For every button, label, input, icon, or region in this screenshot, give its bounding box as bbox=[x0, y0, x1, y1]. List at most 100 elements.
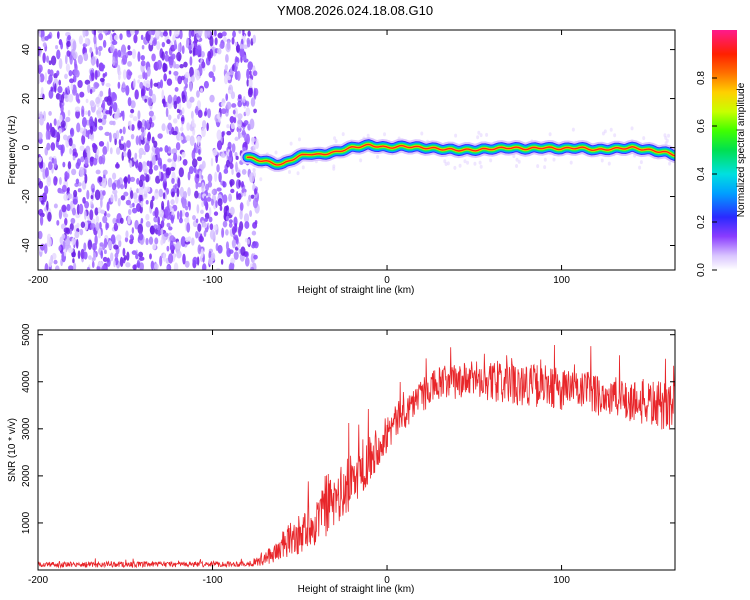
noise-speckle bbox=[131, 227, 135, 234]
noise-speckle bbox=[176, 51, 182, 62]
noise-speckle bbox=[138, 251, 144, 258]
noise-speckle bbox=[181, 197, 187, 209]
noise-speckle bbox=[630, 126, 634, 131]
noise-speckle bbox=[117, 81, 121, 89]
noise-speckle bbox=[117, 49, 122, 58]
y-tick-label: 4000 bbox=[21, 370, 32, 393]
noise-speckle bbox=[166, 245, 170, 252]
noise-speckle bbox=[161, 89, 165, 101]
noise-speckle bbox=[60, 41, 64, 50]
noise-speckle bbox=[236, 172, 241, 178]
noise-speckle bbox=[92, 188, 95, 193]
noise-speckle bbox=[54, 83, 57, 93]
noise-speckle bbox=[77, 98, 81, 104]
noise-speckle bbox=[473, 161, 477, 166]
noise-speckle bbox=[221, 31, 227, 37]
noise-speckle bbox=[543, 157, 547, 162]
noise-speckle bbox=[145, 80, 151, 89]
noise-speckle bbox=[199, 233, 203, 243]
noise-speckle bbox=[243, 120, 249, 126]
noise-speckle bbox=[443, 159, 447, 164]
noise-speckle bbox=[296, 171, 300, 176]
noise-speckle bbox=[167, 122, 173, 131]
noise-speckle bbox=[84, 200, 90, 209]
noise-speckle bbox=[191, 158, 198, 168]
noise-speckle bbox=[241, 128, 246, 138]
noise-speckle bbox=[143, 186, 148, 194]
noise-speckle bbox=[191, 149, 196, 160]
noise-speckle bbox=[90, 223, 96, 230]
noise-speckle bbox=[642, 136, 646, 141]
noise-speckle bbox=[226, 101, 232, 110]
noise-speckle bbox=[167, 158, 172, 163]
noise-speckle bbox=[181, 151, 186, 158]
noise-speckle bbox=[127, 50, 133, 56]
noise-speckle bbox=[109, 105, 113, 116]
noise-speckle bbox=[169, 30, 172, 37]
noise-speckle bbox=[476, 135, 480, 140]
noise-speckle bbox=[489, 158, 493, 163]
spectrogram-y-ticks: -40 -20 0 20 40 bbox=[21, 44, 675, 253]
snr-y-ticks: 1000 2000 3000 4000 5000 bbox=[21, 323, 675, 534]
noise-speckle bbox=[98, 125, 104, 131]
noise-speckle bbox=[238, 30, 242, 34]
noise-speckle bbox=[224, 74, 229, 85]
noise-speckle bbox=[53, 259, 58, 265]
noise-speckle bbox=[88, 133, 95, 140]
noise-speckle bbox=[68, 137, 73, 147]
noise-speckle bbox=[68, 247, 74, 254]
noise-speckle bbox=[536, 164, 540, 169]
noise-speckle bbox=[114, 252, 119, 259]
noise-speckle bbox=[72, 155, 76, 161]
noise-speckle bbox=[221, 131, 225, 138]
noise-speckle bbox=[46, 122, 50, 132]
noise-speckle bbox=[197, 223, 202, 233]
noise-speckle bbox=[136, 262, 141, 268]
noise-speckle bbox=[89, 46, 93, 54]
noise-speckle bbox=[109, 147, 113, 155]
noise-speckle bbox=[207, 30, 211, 38]
noise-speckle bbox=[639, 160, 643, 165]
noise-speckle bbox=[249, 172, 255, 183]
noise-speckle bbox=[243, 44, 248, 50]
noise-speckle bbox=[109, 35, 113, 41]
noise-speckle bbox=[78, 35, 83, 45]
noise-speckle bbox=[119, 256, 124, 267]
noise-speckle bbox=[133, 33, 138, 44]
noise-speckle bbox=[225, 241, 230, 251]
noise-speckle bbox=[201, 126, 206, 138]
noise-speckle bbox=[182, 159, 188, 166]
noise-speckle bbox=[48, 111, 52, 116]
noise-speckle bbox=[209, 229, 216, 240]
noise-speckle bbox=[179, 64, 184, 69]
noise-speckle bbox=[81, 117, 87, 128]
noise-speckle bbox=[146, 66, 151, 77]
noise-speckle bbox=[57, 144, 63, 151]
noise-speckle bbox=[138, 232, 144, 241]
noise-speckle bbox=[70, 128, 74, 135]
noise-speckle bbox=[196, 45, 202, 56]
noise-speckle bbox=[170, 199, 175, 205]
noise-speckle bbox=[446, 161, 450, 166]
noise-speckle bbox=[53, 118, 57, 126]
noise-speckle bbox=[94, 69, 98, 81]
noise-speckle bbox=[154, 147, 160, 156]
noise-speckle bbox=[86, 189, 90, 200]
noise-speckle bbox=[226, 124, 230, 129]
noise-speckle bbox=[71, 207, 77, 216]
noise-speckle bbox=[194, 190, 199, 199]
noise-speckle bbox=[201, 119, 207, 129]
noise-speckle bbox=[98, 33, 104, 41]
noise-speckle bbox=[90, 204, 95, 209]
noise-speckle bbox=[113, 244, 119, 250]
noise-speckle bbox=[189, 56, 193, 66]
noise-speckle bbox=[132, 264, 137, 270]
noise-speckle bbox=[48, 89, 54, 99]
noise-speckle bbox=[120, 110, 124, 117]
noise-speckle bbox=[193, 165, 197, 174]
noise-speckle bbox=[232, 109, 236, 115]
noise-speckle bbox=[84, 79, 91, 85]
noise-speckle bbox=[69, 54, 73, 65]
noise-speckle bbox=[233, 234, 239, 240]
noise-speckle bbox=[139, 81, 144, 89]
